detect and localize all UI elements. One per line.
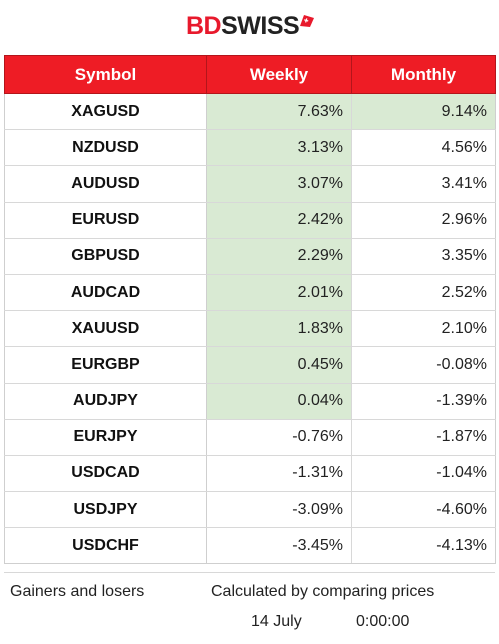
symbol-cell: AUDJPY bbox=[4, 383, 207, 420]
weekly-change-cell: -0.76% bbox=[206, 419, 352, 456]
table-row: GBPUSD 2.29% 3.35% bbox=[4, 238, 496, 275]
monthly-change-cell: 2.96% bbox=[351, 202, 496, 239]
table-row: EURGBP 0.45% -0.08% bbox=[4, 346, 496, 384]
monthly-change-cell: 2.10% bbox=[351, 310, 496, 348]
column-header-weekly: Weekly bbox=[206, 55, 352, 94]
weekly-change-cell: -3.45% bbox=[206, 527, 352, 565]
monthly-change-cell: 2.52% bbox=[351, 274, 496, 312]
weekly-change-cell: 0.04% bbox=[206, 383, 352, 420]
brand-part-bd: BD bbox=[186, 12, 222, 40]
symbol-cell: GBPUSD bbox=[4, 238, 207, 275]
footer-date: 14 July bbox=[251, 613, 302, 630]
column-header-monthly: Monthly bbox=[351, 55, 496, 94]
weekly-change-cell: 7.63% bbox=[206, 93, 352, 131]
swiss-flag-icon bbox=[300, 15, 315, 27]
monthly-change-cell: -4.60% bbox=[351, 491, 496, 529]
table-row: XAGUSD 7.63% 9.14% bbox=[4, 93, 496, 131]
monthly-change-cell: -4.13% bbox=[351, 527, 496, 565]
table-row: EURUSD 2.42% 2.96% bbox=[4, 202, 496, 239]
symbol-cell: USDCHF bbox=[4, 527, 207, 565]
table-row: AUDUSD 3.07% 3.41% bbox=[4, 165, 496, 203]
footer-calculation-note: Calculated by comparing prices bbox=[211, 583, 435, 600]
weekly-change-cell: 2.29% bbox=[206, 238, 352, 275]
monthly-change-cell: -0.08% bbox=[351, 346, 496, 384]
weekly-change-cell: -3.09% bbox=[206, 491, 352, 529]
weekly-change-cell: 3.07% bbox=[206, 165, 352, 203]
weekly-change-cell: 1.83% bbox=[206, 310, 352, 348]
weekly-change-cell: 3.13% bbox=[206, 129, 352, 167]
table-row: USDJPY -3.09% -4.60% bbox=[4, 491, 496, 529]
weekly-change-cell: 2.42% bbox=[206, 202, 352, 239]
monthly-change-cell: 4.56% bbox=[351, 129, 496, 167]
monthly-change-cell: 3.41% bbox=[351, 165, 496, 203]
table-row: AUDJPY 0.04% -1.39% bbox=[4, 383, 496, 420]
symbol-cell: XAUUSD bbox=[4, 310, 207, 348]
weekly-change-cell: 2.01% bbox=[206, 274, 352, 312]
table-row: AUDCAD 2.01% 2.52% bbox=[4, 274, 496, 312]
table-row: EURJPY -0.76% -1.87% bbox=[4, 419, 496, 456]
symbol-cell: EURGBP bbox=[4, 346, 207, 384]
table-row: USDCAD -1.31% -1.04% bbox=[4, 455, 496, 493]
symbol-cell: USDCAD bbox=[4, 455, 207, 493]
symbol-cell: EURUSD bbox=[4, 202, 207, 239]
symbol-cell: EURJPY bbox=[4, 419, 207, 456]
monthly-change-cell: 3.35% bbox=[351, 238, 496, 275]
table-footer: Gainers and losers Calculated by compari… bbox=[4, 572, 495, 639]
performance-table: Symbol Weekly Monthly XAGUSD 7.63% 9.14% NZ… bbox=[4, 55, 496, 565]
footer-label: Gainers and losers bbox=[10, 583, 145, 600]
table-row: XAUUSD 1.83% 2.10% bbox=[4, 310, 496, 348]
brand-logo: BDSWISS bbox=[186, 10, 315, 42]
table-row: NZDUSD 3.13% 4.56% bbox=[4, 129, 496, 167]
symbol-cell: AUDUSD bbox=[4, 165, 207, 203]
monthly-change-cell: -1.39% bbox=[351, 383, 496, 420]
monthly-change-cell: -1.87% bbox=[351, 419, 496, 456]
table-header-row: Symbol Weekly Monthly bbox=[4, 55, 496, 94]
weekly-change-cell: 0.45% bbox=[206, 346, 352, 384]
symbol-cell: XAGUSD bbox=[4, 93, 207, 131]
footer-time: 0:00:00 bbox=[356, 613, 410, 630]
weekly-change-cell: -1.31% bbox=[206, 455, 352, 493]
symbol-cell: AUDCAD bbox=[4, 274, 207, 312]
table-row: USDCHF -3.45% -4.13% bbox=[4, 527, 496, 565]
symbol-cell: USDJPY bbox=[4, 491, 207, 529]
symbol-cell: NZDUSD bbox=[4, 129, 207, 167]
column-header-symbol: Symbol bbox=[4, 55, 207, 94]
brand-wordmark: BDSWISS bbox=[186, 10, 300, 42]
monthly-change-cell: 9.14% bbox=[351, 93, 496, 131]
monthly-change-cell: -1.04% bbox=[351, 455, 496, 493]
brand-part-swiss: SWISS bbox=[221, 12, 300, 40]
